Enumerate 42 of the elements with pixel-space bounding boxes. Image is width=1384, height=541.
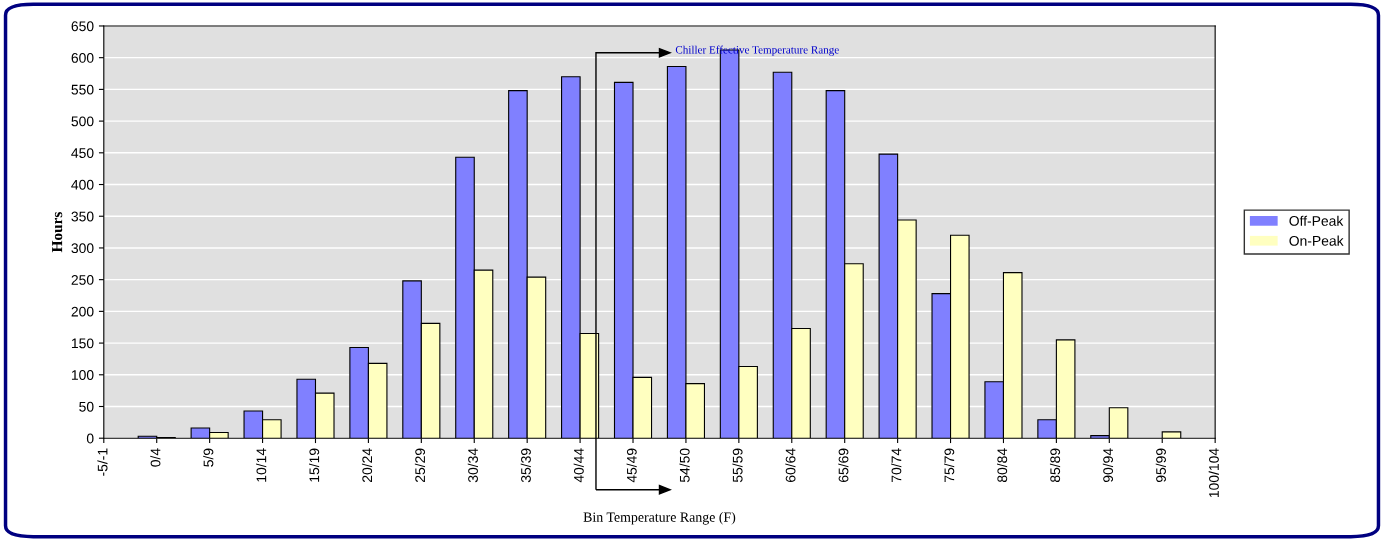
x-tick-label: 95/99 (1155, 448, 1166, 483)
y-tick-label: 650 (71, 21, 94, 32)
y-tick-label: 350 (71, 211, 94, 222)
x-tick-label: 35/39 (520, 448, 531, 483)
y-tick-label: 50 (79, 401, 94, 412)
x-tick-label: 40/44 (573, 448, 584, 483)
x-tick-label: 70/74 (891, 448, 902, 482)
x-tick-label: 85/89 (1049, 448, 1061, 483)
x-tick-label: 100/104 (1208, 448, 1219, 498)
bar (1161, 431, 1182, 439)
y-tick-label: 300 (71, 243, 94, 254)
y-tick-label: 500 (71, 116, 94, 127)
y-tick-label: 250 (71, 274, 94, 285)
legend-label: On-Peak (1289, 235, 1344, 246)
x-tick-label: -5/-1 (97, 448, 108, 476)
y-tick-label: 100 (71, 370, 94, 380)
x-tick-label: 45/49 (626, 448, 637, 483)
x-tick-label: 25/29 (414, 448, 426, 482)
annotation: Chiller Effective Temperature Range (675, 45, 839, 56)
x-tick-label: 65/69 (838, 448, 849, 482)
x-tick-label: 54/50 (679, 448, 690, 483)
y-tick-label: 600 (71, 53, 94, 63)
y-tick-label: 450 (71, 148, 94, 158)
x-tick-label: 15/19 (309, 448, 320, 482)
x-tick-label: 90/94 (1102, 448, 1114, 483)
x-tick-label: 55/59 (732, 448, 743, 483)
x-tick-label: 60/64 (785, 448, 796, 482)
x-tick-label: 5/9 (203, 448, 214, 467)
x-tick-label: 20/24 (361, 448, 373, 482)
legend-label: Off-Peak (1289, 215, 1344, 226)
x-tick-label: 75/79 (944, 448, 955, 482)
y-tick-label: 550 (71, 84, 94, 95)
y-tick-label: 400 (71, 179, 94, 190)
x-tick-label: 0/4 (150, 448, 161, 467)
x-axis-title: Bin Temperature Range (F) (583, 512, 736, 525)
y-tick-label: 150 (71, 338, 94, 349)
y-tick-label: 200 (71, 306, 94, 317)
x-tick-label: 80/84 (996, 448, 1008, 483)
y-axis-title: Hours (52, 212, 63, 253)
x-tick-label: 30/34 (467, 448, 478, 483)
x-tick-label: 10/14 (256, 448, 267, 482)
y-tick-label: 0 (86, 433, 94, 444)
